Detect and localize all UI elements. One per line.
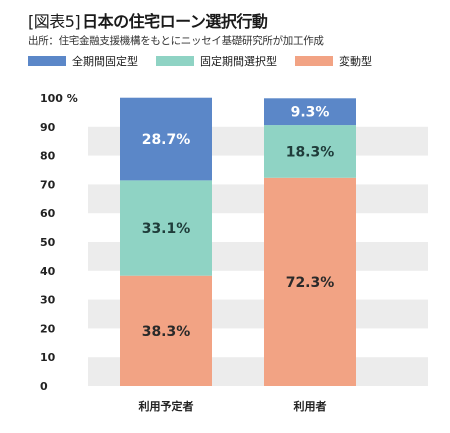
legend-swatch-fixed-period [156, 56, 194, 66]
chart-title: [図表5] 日本の住宅ローン選択行動 [28, 8, 268, 32]
bar-segment [120, 97, 212, 181]
bar-segment [264, 125, 356, 178]
bar-segment [264, 177, 356, 386]
legend: 全期間固定型 固定期間選択型 変動型 [28, 53, 390, 69]
y-tick-label: 0 [40, 380, 48, 393]
bar-segment [120, 275, 212, 386]
legend-item-full-fixed: 全期間固定型 [28, 53, 138, 69]
y-tick-label: 100 % [40, 92, 78, 105]
y-tick-label: 40 [40, 265, 56, 278]
category-label: 利用予定者 [139, 399, 194, 413]
legend-swatch-variable [295, 56, 333, 66]
data-label: 9.3% [291, 105, 330, 121]
legend-swatch-full-fixed [28, 56, 66, 66]
y-tick-label: 30 [40, 294, 56, 307]
data-label: 28.7% [142, 132, 191, 148]
title-text: 日本の住宅ローン選択行動 [82, 12, 268, 31]
y-tick-label: 10 [40, 351, 56, 364]
data-label: 33.1% [142, 221, 191, 237]
legend-label-full-fixed: 全期間固定型 [72, 55, 138, 68]
data-label: 72.3% [286, 275, 335, 291]
legend-item-fixed-period: 固定期間選択型 [156, 53, 277, 69]
y-tick-label: 20 [40, 322, 56, 335]
bar-segment [120, 180, 212, 276]
y-tick-label: 80 [40, 150, 56, 163]
category-label: 利用者 [294, 399, 327, 413]
y-tick-label: 90 [40, 121, 56, 134]
legend-item-variable: 変動型 [295, 53, 372, 69]
source-note: 出所：住宅金融支援機構をもとにニッセイ基礎研究所が加工作成 [28, 35, 324, 47]
y-tick-label: 60 [40, 207, 56, 220]
data-label: 18.3% [286, 144, 335, 160]
figure-tag: [図表5] [28, 12, 81, 31]
legend-label-fixed-period: 固定期間選択型 [200, 55, 277, 68]
bar-segment [264, 98, 356, 126]
data-label: 38.3% [142, 324, 191, 340]
y-tick-label: 70 [40, 178, 56, 191]
legend-label-variable: 変動型 [339, 55, 372, 68]
y-tick-label: 50 [40, 236, 56, 249]
